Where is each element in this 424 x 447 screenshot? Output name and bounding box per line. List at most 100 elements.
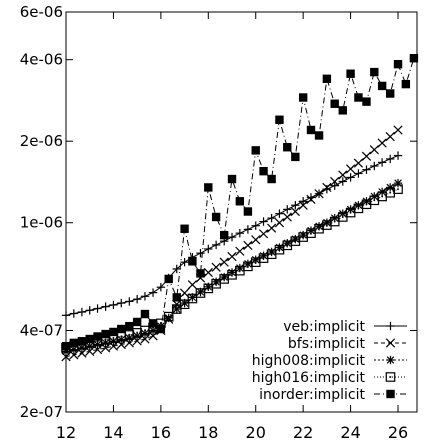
data-point [144,329,146,332]
x-tick-label: 22 [293,423,313,442]
series-layer [61,54,419,362]
data-point [148,319,158,328]
legend-marker [385,338,396,348]
x-tick-label: 14 [103,423,123,442]
data-point [133,332,141,340]
data-point [196,269,205,278]
data-point [125,321,134,331]
data-point [136,331,139,334]
legend-marker [386,389,395,399]
y-tick-label: 4e-07 [20,321,63,339]
data-point [179,299,190,310]
data-point [389,191,392,194]
data-point [243,207,253,216]
data-point [345,164,356,174]
legend-marker [386,356,395,364]
legend-label: inorder:implicit [259,387,365,403]
data-point [183,303,186,306]
data-point [227,174,237,184]
data-point [211,278,221,289]
data-point [357,207,360,210]
data-point [251,235,261,245]
data-point [211,212,221,222]
data-point [306,125,316,135]
data-point [283,143,292,152]
series-inorder-implicit [61,54,419,351]
data-point [362,197,371,206]
data-point [330,99,339,108]
x-tick-label: 16 [151,423,171,442]
data-point [254,261,257,264]
legend-label: veb:implicit [283,319,365,335]
data-point [361,151,372,161]
data-point [180,224,189,233]
data-point [78,344,86,352]
data-point [290,206,300,217]
data-point [377,138,387,148]
data-point [104,338,107,341]
data-point [125,334,134,342]
data-point [191,297,194,300]
data-point [187,280,198,290]
data-point [278,248,281,251]
data-point [314,189,324,199]
data-point [207,287,210,290]
data-point [322,182,332,193]
data-point [247,265,249,268]
data-point [341,216,344,218]
y-tick-label: 4e-06 [20,51,63,69]
data-point [338,209,347,218]
data-point [61,341,71,351]
data-point [69,338,79,348]
data-point [294,240,297,243]
data-point [353,158,364,168]
plot-frame [65,11,418,413]
data-point [112,337,115,339]
data-point [164,314,173,322]
data-point [409,54,419,63]
data-point [286,244,289,247]
data-point [275,115,284,124]
data-point [251,146,260,155]
data-point [270,253,273,256]
data-point [188,293,197,302]
data-point [325,224,328,226]
data-point [274,218,285,228]
data-point [85,334,94,344]
y-tick-label: 2e-06 [20,132,63,150]
data-point [215,282,218,285]
data-point [386,89,395,98]
data-point [306,194,316,204]
data-point [93,340,102,349]
y-tick-label: 2e-07 [20,403,63,421]
data-point [120,335,123,338]
data-point [243,240,253,250]
data-point [70,345,78,354]
data-point [140,309,150,319]
data-point [291,152,300,162]
data-point [259,166,268,176]
x-tick-label: 18 [198,423,218,442]
data-point [302,236,305,238]
data-point [167,315,170,318]
legend-label: bfs:implicit [288,336,366,352]
data-point [346,205,355,214]
data-point [231,273,233,276]
data-point [238,269,241,272]
data-point [132,317,142,327]
data-point [117,324,126,334]
legend-marker [389,376,392,378]
data-point [219,230,229,240]
data-point [96,340,99,343]
data-point [175,308,178,310]
data-point [227,251,237,262]
data-point [354,201,363,210]
data-point [203,267,213,278]
data-point [156,324,166,334]
x-tick-label: 20 [246,423,266,442]
data-point [101,339,110,347]
data-point [314,131,324,140]
data-point [322,74,332,83]
data-point [85,342,94,350]
